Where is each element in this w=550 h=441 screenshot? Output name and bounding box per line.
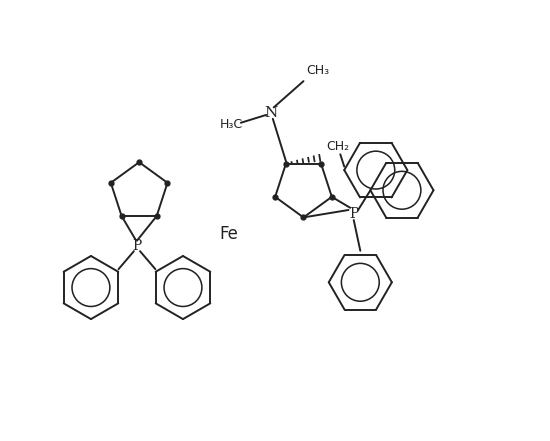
Text: N: N [264,106,277,120]
Text: P: P [349,207,359,221]
Text: H₃C: H₃C [219,118,243,131]
Text: Fe: Fe [219,224,238,243]
Text: CH₂: CH₂ [326,140,349,153]
Text: CH₃: CH₃ [306,64,329,77]
Text: P: P [133,239,141,253]
